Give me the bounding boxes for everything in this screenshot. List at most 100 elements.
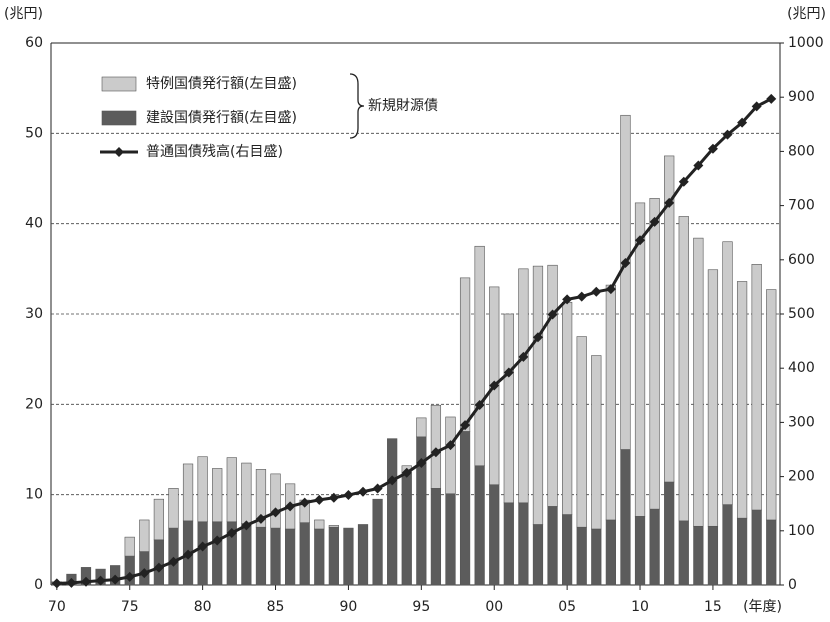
bar: [634, 202, 646, 517]
bar: [343, 527, 354, 586]
bar: [664, 155, 675, 483]
bar: [212, 468, 223, 523]
line-marker: [430, 447, 441, 458]
line-marker: [693, 160, 704, 171]
line-marker: [343, 490, 354, 501]
bar: [153, 498, 165, 541]
line-marker: [80, 576, 91, 587]
y2-tick-label: 700: [788, 198, 815, 214]
bar: [766, 519, 777, 586]
line-marker: [605, 284, 616, 295]
line-marker: [387, 475, 398, 486]
y2-tick-label: 500: [788, 306, 815, 322]
y-tick-label: 0: [34, 577, 43, 593]
bar: [372, 498, 383, 586]
line-marker: [95, 575, 106, 586]
y2-tick-label: 200: [788, 469, 815, 485]
bar: [707, 525, 719, 586]
line-marker: [197, 541, 208, 552]
line-marker: [358, 486, 369, 497]
bar: [736, 517, 748, 586]
bar: [357, 524, 369, 586]
y-tick-label: 50: [25, 125, 43, 141]
legend-label: 特例国債発行額(左目盛): [146, 76, 297, 92]
line-marker: [255, 513, 266, 524]
y-tick-label: 40: [25, 216, 43, 232]
line-marker: [314, 494, 325, 505]
line-marker: [51, 578, 62, 589]
bar: [328, 526, 339, 586]
line-marker: [503, 367, 514, 378]
bar: [168, 488, 179, 529]
annotation: 新規財源債: [368, 98, 438, 114]
bar: [430, 488, 442, 586]
bar: [241, 523, 252, 586]
bar: [649, 198, 660, 510]
y2-tick-label: 300: [788, 414, 815, 430]
line-marker: [751, 101, 762, 112]
bar: [693, 237, 704, 527]
line-marker: [226, 527, 237, 538]
bar: [620, 449, 631, 586]
bar: [299, 522, 310, 586]
bar: [518, 268, 529, 504]
legend-box: [95, 66, 350, 176]
line-marker: [664, 197, 675, 208]
bar: [766, 289, 777, 521]
bar: [197, 521, 208, 586]
line-marker: [139, 568, 150, 579]
bar: [387, 438, 398, 586]
bar: [591, 355, 602, 530]
bar: [503, 313, 514, 504]
line-marker: [678, 176, 689, 187]
bar: [430, 404, 442, 489]
bar: [445, 416, 456, 495]
bar: [736, 281, 748, 519]
bar: [474, 245, 485, 467]
bar: [678, 216, 689, 522]
y2-tick-label: 0: [788, 577, 797, 593]
bar: [649, 508, 660, 586]
line-marker: [474, 400, 485, 411]
y2-axis-label: (兆円): [787, 6, 826, 22]
line-marker: [299, 497, 310, 508]
bar: [503, 502, 514, 586]
bar: [562, 301, 573, 515]
x-tick-label: 75: [121, 599, 139, 615]
bar: [445, 493, 456, 586]
line-marker: [460, 420, 471, 431]
line-marker: [547, 309, 558, 320]
bar: [547, 264, 558, 507]
legend-marker: [114, 147, 124, 157]
line-marker: [66, 577, 77, 588]
bar: [634, 516, 646, 586]
x-tick-label: 95: [412, 599, 430, 615]
line-marker: [110, 574, 121, 585]
line-marker: [270, 507, 281, 518]
bar: [562, 514, 573, 586]
line-marker: [635, 235, 646, 246]
y-tick-label: 60: [25, 35, 43, 51]
line-marker: [401, 467, 412, 478]
legend-label: 建設国債発行額(左目盛): [146, 110, 297, 126]
bar: [328, 525, 339, 528]
x-tick-label: 70: [48, 599, 66, 615]
bar: [241, 462, 252, 524]
bar: [212, 521, 223, 586]
line-marker: [212, 535, 223, 546]
bar: [722, 241, 733, 505]
bar: [591, 528, 602, 586]
bar: [124, 536, 135, 557]
x-tick-label: 10: [631, 599, 649, 615]
line-marker: [416, 458, 427, 469]
bar: [459, 277, 471, 432]
bar: [182, 463, 194, 522]
line-marker: [183, 549, 194, 560]
y2-tick-label: 100: [788, 523, 815, 539]
bar: [547, 506, 558, 586]
x-axis-label: (年度): [743, 599, 782, 615]
y-tick-label: 10: [25, 487, 43, 503]
y2-tick-label: 900: [788, 89, 815, 105]
line-marker: [285, 501, 296, 512]
